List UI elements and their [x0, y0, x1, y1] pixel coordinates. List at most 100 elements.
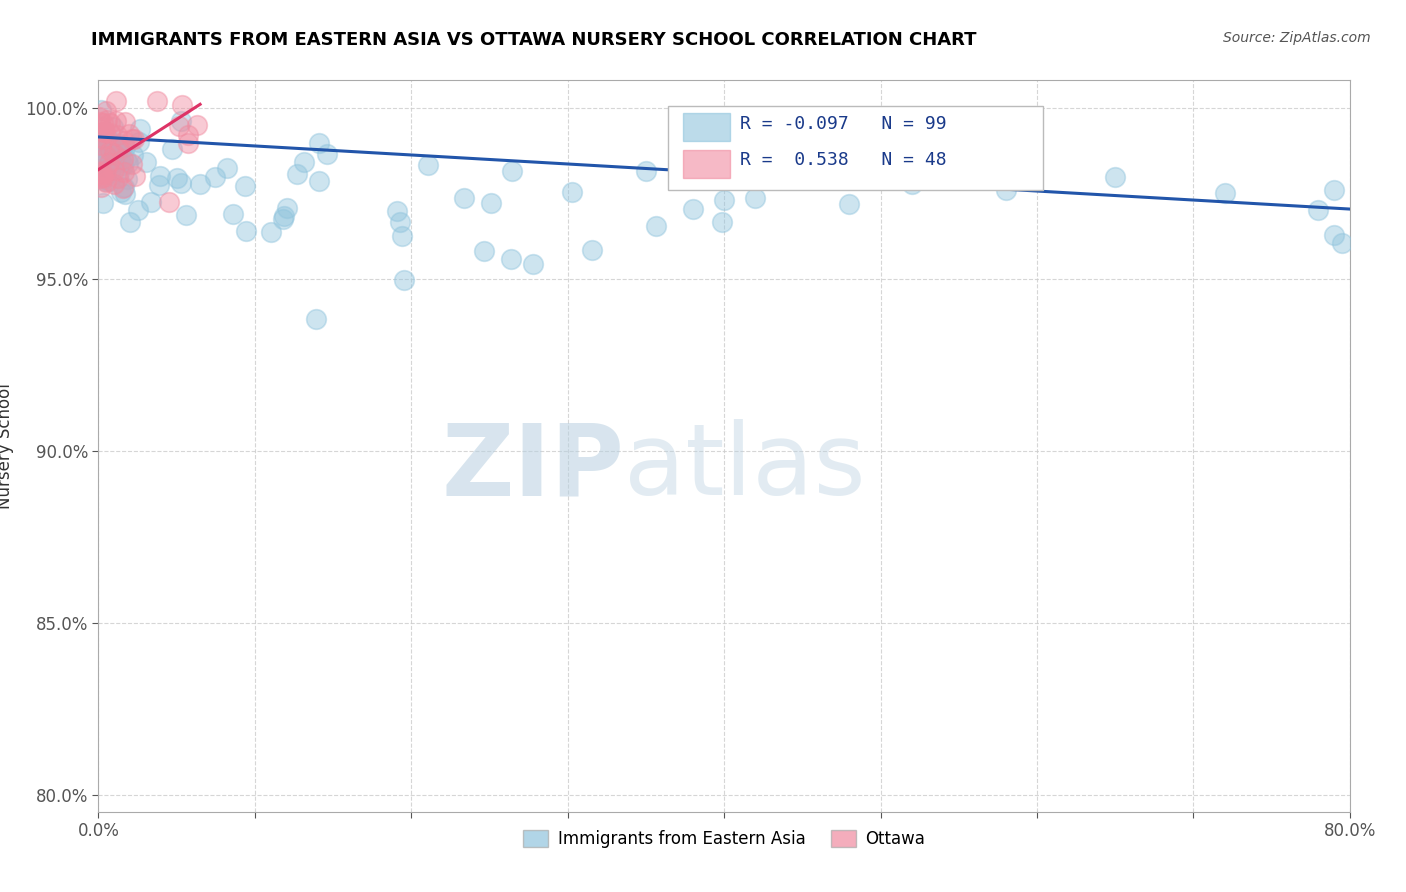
Point: [166, 170, 188, 185]
Point: [94, 125, 117, 139]
Point: [472, 244, 495, 258]
Point: [176, 208, 198, 222]
Point: [170, 176, 193, 190]
Point: [149, 169, 172, 183]
Point: [89, 165, 111, 179]
FancyBboxPatch shape: [683, 150, 730, 178]
Point: [233, 179, 256, 194]
Point: [177, 128, 200, 142]
Point: [118, 127, 141, 141]
Point: [97, 174, 120, 188]
Point: [100, 138, 122, 153]
Point: [222, 207, 245, 221]
Point: [94, 104, 117, 119]
Point: [107, 141, 129, 155]
Text: atlas: atlas: [624, 419, 866, 516]
Point: [188, 178, 211, 192]
Point: [101, 120, 124, 134]
Point: [561, 185, 583, 199]
Point: [89, 115, 111, 129]
Text: ZIP: ZIP: [441, 419, 624, 516]
Point: [112, 164, 135, 178]
Text: Source: ZipAtlas.com: Source: ZipAtlas.com: [1223, 31, 1371, 45]
Point: [117, 155, 139, 169]
Point: [104, 142, 127, 156]
Point: [292, 155, 315, 169]
Point: [167, 119, 190, 133]
Point: [94, 148, 117, 162]
Point: [93, 169, 115, 184]
Point: [90, 179, 112, 194]
Point: [148, 178, 170, 192]
Point: [89, 168, 111, 182]
Point: [389, 215, 412, 229]
Point: [91, 196, 114, 211]
Point: [89, 165, 111, 179]
Point: [90, 137, 112, 152]
Point: [104, 94, 127, 108]
Point: [177, 136, 200, 150]
Point: [89, 110, 111, 124]
Point: [121, 147, 143, 161]
Text: IMMIGRANTS FROM EASTERN ASIA VS OTTAWA NURSERY SCHOOL CORRELATION CHART: IMMIGRANTS FROM EASTERN ASIA VS OTTAWA N…: [91, 31, 977, 49]
Point: [93, 141, 115, 155]
Point: [121, 157, 143, 171]
Point: [276, 201, 298, 215]
Point: [308, 174, 330, 188]
Point: [1323, 183, 1346, 197]
Point: [112, 139, 135, 153]
FancyBboxPatch shape: [683, 113, 730, 141]
Point: [100, 144, 122, 158]
Point: [112, 134, 135, 148]
Point: [315, 146, 337, 161]
Point: [91, 167, 114, 181]
Point: [172, 98, 194, 112]
Point: [170, 113, 193, 128]
Point: [94, 175, 117, 189]
Point: [1323, 227, 1346, 242]
Point: [160, 142, 183, 156]
Point: [103, 162, 125, 177]
Point: [391, 229, 413, 244]
Point: [900, 177, 922, 191]
Point: [112, 181, 135, 195]
Point: [682, 202, 704, 216]
Point: [118, 215, 141, 229]
Point: [1104, 169, 1126, 184]
Point: [1308, 202, 1330, 217]
Point: [98, 158, 121, 172]
Point: [115, 172, 138, 186]
Point: [93, 125, 115, 139]
Point: [94, 174, 117, 188]
Point: [645, 219, 668, 234]
Point: [122, 131, 145, 145]
Point: [108, 136, 131, 151]
Text: R =  0.538   N = 48: R = 0.538 N = 48: [741, 152, 948, 169]
Point: [146, 94, 169, 108]
Point: [285, 167, 308, 181]
Point: [89, 146, 111, 161]
Point: [499, 252, 522, 267]
Point: [121, 132, 143, 146]
Point: [108, 152, 131, 166]
Point: [89, 129, 111, 144]
Point: [89, 103, 111, 117]
Point: [114, 140, 136, 154]
Point: [271, 211, 294, 226]
Point: [98, 127, 121, 141]
Point: [97, 134, 120, 148]
Point: [157, 194, 180, 209]
Point: [91, 146, 114, 161]
Point: [93, 149, 115, 163]
Point: [98, 165, 121, 179]
Point: [994, 183, 1017, 197]
Point: [838, 197, 860, 211]
Point: [98, 116, 121, 130]
Point: [89, 148, 111, 162]
Point: [522, 257, 544, 271]
Point: [93, 172, 115, 186]
Point: [105, 128, 128, 142]
Point: [96, 113, 118, 128]
Point: [634, 163, 657, 178]
Point: [215, 161, 238, 175]
